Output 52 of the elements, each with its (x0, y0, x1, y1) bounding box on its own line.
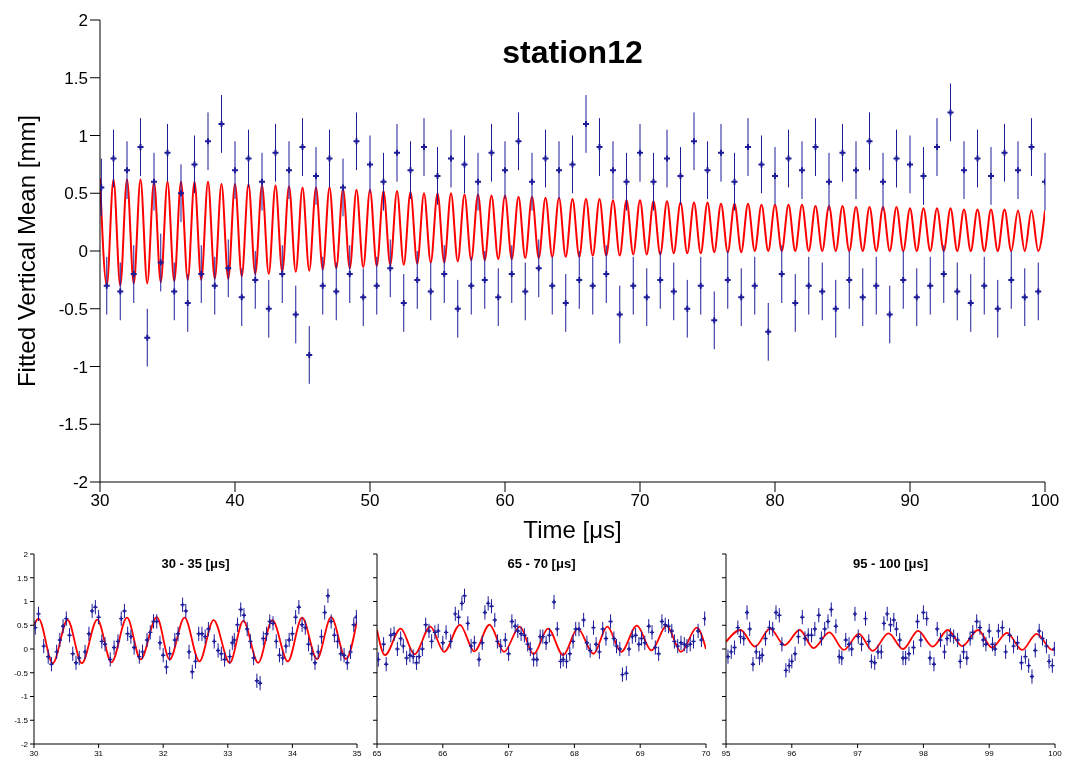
y-tick-label: 1 (78, 126, 88, 146)
y-tick-label: 2 (78, 11, 88, 31)
x-tick-label: 32 (158, 748, 169, 758)
x-tick-label: 31 (94, 748, 104, 758)
y-tick-label: -1.5 (14, 716, 29, 726)
x-tick-label: 60 (495, 491, 515, 511)
x-tick-label: 65 (372, 748, 382, 758)
y-tick-label: 1.5 (64, 68, 88, 88)
chart-title: 95 - 100 [μs] (851, 556, 930, 571)
line-series (34, 616, 357, 665)
x-tick-label: 66 (438, 748, 448, 758)
y-tick-label: -1 (72, 357, 88, 377)
y-tick-label: 2 (23, 549, 29, 559)
x-tick-label: 69 (635, 748, 646, 758)
line-series (100, 177, 1045, 287)
y-tick-label: -0.5 (58, 299, 88, 319)
x-tick-label: 40 (225, 491, 245, 511)
x-tick-label: 100 (1030, 491, 1060, 511)
chart-title: 65 - 70 [μs] (506, 556, 577, 571)
x-tick-label: 50 (360, 491, 380, 511)
chart-title: 30 - 35 [μs] (160, 556, 231, 571)
x-tick-label: 96 (787, 748, 797, 758)
x-tick-label: 70 (701, 748, 711, 758)
y-tick-label: -2 (72, 473, 88, 493)
x-tick-label: 98 (918, 748, 929, 758)
y-tick-label: 0.5 (64, 184, 88, 204)
y-tick-label: 0 (23, 644, 29, 654)
y-tick-label: -1 (20, 692, 29, 702)
y-tick-label: 1.5 (16, 573, 29, 583)
y-tick-label: -0.5 (14, 668, 29, 678)
x-tick-label: 68 (569, 748, 580, 758)
y-tick-label: 1 (23, 597, 29, 607)
y-axis-title: Fitted Vertical Mean [mm] (12, 114, 40, 388)
x-axis-title: Time [μs] (523, 516, 622, 543)
y-tick-label: 0.5 (16, 621, 29, 631)
x-tick-label: 30 (29, 748, 39, 758)
x-tick-label: 97 (853, 748, 863, 758)
x-tick-label: 70 (630, 491, 650, 511)
x-tick-label: 67 (504, 748, 514, 758)
x-tick-label: 34 (287, 748, 298, 758)
x-tick-label: 99 (984, 748, 995, 758)
y-tick-label: 0 (78, 242, 88, 262)
x-tick-label: 90 (900, 491, 920, 511)
y-tick-label: -2 (20, 739, 29, 749)
x-tick-label: 80 (765, 491, 785, 511)
x-tick-label: 35 (352, 748, 362, 758)
x-tick-label: 30 (90, 491, 110, 511)
y-tick-label: -1.5 (58, 415, 88, 435)
x-tick-label: 95 (721, 748, 731, 758)
x-tick-label: 33 (223, 748, 233, 758)
x-tick-label: 100 (1048, 748, 1063, 758)
chart-title: station12 (501, 34, 644, 71)
